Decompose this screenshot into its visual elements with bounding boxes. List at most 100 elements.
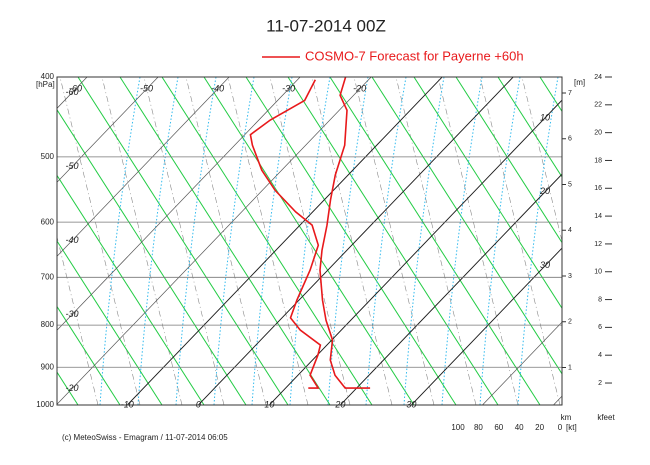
kfeet-tick-label: 12: [594, 241, 602, 248]
isotherm-grid: [269, 99, 562, 405]
profiles: [249, 77, 371, 389]
isotherm: [57, 77, 159, 183]
isotherm: [57, 77, 372, 405]
kfeet-tick-label: 22: [594, 102, 602, 109]
y-tick-label: 500: [41, 152, 55, 161]
right-isotherm-label: 10: [540, 112, 550, 122]
y-tick-label: 700: [41, 272, 55, 281]
wind-tick-label: 0: [558, 423, 563, 432]
left-isotherm-label: -20: [65, 383, 78, 393]
dry-adiabat: [57, 305, 121, 405]
kfeet-tick-label: 20: [594, 129, 602, 136]
kfeet-tick-label: 10: [594, 269, 602, 276]
mixing-ratio: [251, 77, 293, 405]
km-tick-label: 5: [568, 181, 572, 188]
dry-adiabat: [497, 77, 562, 178]
left-isotherm-label: -30: [65, 309, 78, 319]
top-isotherm-label: -20: [353, 83, 366, 93]
footer: (c) MeteoSwiss - Emagram / 11-07-2014 06…: [62, 433, 228, 442]
top-isotherm-label: -50: [140, 83, 153, 93]
left-isotherm-label: -40: [65, 235, 78, 245]
isotherm: [482, 321, 562, 405]
kfeet-unit: kfeet: [597, 413, 615, 422]
km-tick-label: 6: [568, 136, 572, 143]
kfeet-tick-label: 6: [598, 324, 602, 331]
mixing-ratio: [213, 77, 255, 405]
km-tick-label: 3: [568, 273, 572, 280]
dry-adiabat: [287, 77, 499, 405]
dry-adiabat: [57, 174, 205, 405]
left-isotherm-label: -50: [65, 161, 78, 171]
mixing-ratio: [365, 77, 407, 405]
mixing-ratio: [441, 77, 483, 405]
kfeet-tick-label: 18: [594, 157, 602, 164]
x-tick-label: 30: [406, 399, 416, 409]
kfeet-tick-label: 4: [598, 352, 602, 359]
mixing-ratio: [327, 77, 369, 405]
y-tick-label: 1000: [36, 400, 54, 409]
dewpoint-line: [249, 79, 322, 389]
top-isotherm-label: -30: [282, 83, 295, 93]
dry-adiabat: [371, 77, 562, 375]
chart-title: 11-07-2014 00Z: [266, 16, 386, 35]
isotherm-grid: [340, 173, 562, 405]
isotherm-grid: [198, 77, 514, 405]
x-tick-label: 20: [334, 399, 345, 409]
y-tick-label: 900: [41, 362, 55, 371]
dry-adiabat: [413, 77, 562, 310]
top-isotherm-label: -40: [211, 83, 224, 93]
wind-unit: [kt]: [566, 423, 577, 432]
legend-label: COSMO-7 Forecast for Payerne +60h: [305, 48, 524, 63]
dry-adiabat: [57, 108, 247, 405]
km-tick-label: 1: [568, 364, 572, 371]
plot-frame: [56, 76, 563, 406]
x-tick-label: -10: [121, 399, 134, 409]
mixing-ratio: [403, 77, 445, 405]
kfeet-tick-label: 8: [598, 296, 602, 303]
dry-adiabat: [245, 77, 457, 405]
y-tick-label: 800: [41, 320, 55, 329]
kfeet-tick-label: 24: [594, 74, 602, 81]
dry-adiabat: [119, 77, 331, 405]
y-axis-label: [hPa]: [36, 80, 55, 89]
x-tick-label: 0: [196, 399, 201, 409]
wind-tick-label: 80: [474, 423, 483, 432]
isotherm-grid: [411, 247, 562, 405]
dry-adiabat: [203, 77, 415, 405]
isotherm: [57, 77, 301, 331]
wind-tick-label: 60: [494, 423, 503, 432]
kfeet-tick-label: 14: [594, 213, 602, 220]
right-isotherm-label: 20: [539, 186, 550, 196]
mixing-ratio: [137, 77, 179, 405]
mixing-ratio: [289, 77, 331, 405]
y-tick-label: 400: [41, 72, 55, 81]
mixing-ratio: [175, 77, 217, 405]
dry-adiabat: [329, 77, 541, 405]
isotherm-grid: [126, 77, 443, 405]
wind-tick-label: 20: [535, 423, 544, 432]
temperature-line: [319, 77, 371, 389]
dry-adiabat: [161, 77, 373, 405]
top-isotherm-label: -60: [69, 83, 82, 93]
km-unit: km: [561, 413, 572, 422]
kfeet-tick-label: 2: [598, 380, 602, 387]
background-lines: [57, 77, 562, 405]
wind-tick-label: 100: [451, 423, 465, 432]
dry-adiabat: [455, 77, 562, 244]
y-tick-label: 600: [41, 217, 55, 226]
km-tick-label: 7: [568, 90, 572, 97]
mixing-ratio: [99, 77, 141, 405]
dry-adiabat: [77, 77, 289, 405]
isotherm: [57, 77, 230, 257]
height-axis-label: [m]: [574, 78, 585, 87]
right-isotherm-label: 30: [540, 260, 550, 270]
x-tick-label: 10: [264, 399, 274, 409]
mixing-ratio: [517, 77, 559, 405]
wind-tick-label: 40: [515, 423, 524, 432]
left-isotherm-label: -60: [65, 87, 78, 97]
mixing-ratio: [479, 77, 521, 405]
kfeet-tick-label: 16: [594, 185, 602, 192]
km-tick-label: 4: [568, 227, 572, 234]
